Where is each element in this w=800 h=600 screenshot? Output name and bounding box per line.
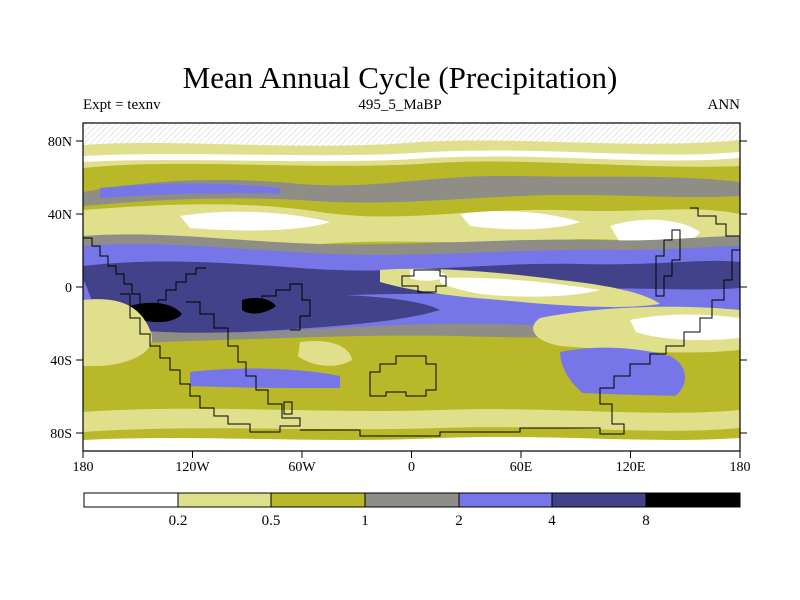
lat-label-40n: 40N <box>48 208 72 223</box>
lon-label-60w: 60W <box>288 460 316 475</box>
continent-australia <box>369 355 437 397</box>
continent-outlines <box>83 207 740 437</box>
lat-label-40s: 40S <box>50 354 72 369</box>
subtropic-north-white-2 <box>460 211 580 230</box>
season-label: ANN <box>707 97 741 113</box>
colorbar-box-2 <box>271 493 365 507</box>
timeslice-label: 495_5_MaBP <box>358 97 442 113</box>
continent-south-america <box>120 293 301 433</box>
colorbar-box-6 <box>646 493 740 507</box>
lat-ticks <box>76 140 747 434</box>
colorbar-box-4 <box>459 493 552 507</box>
continent-south-america-east <box>250 283 311 331</box>
se-indian-white <box>630 314 740 340</box>
colorbar-label-0: 0.2 <box>169 513 188 529</box>
colorbar-label-1: 0.5 <box>262 513 281 529</box>
colorbar-label-5: 8 <box>642 513 650 529</box>
colorbar-box-0 <box>84 493 178 507</box>
lon-label-120w: 120W <box>175 460 210 475</box>
southern-blue <box>560 347 685 406</box>
se-pacific-yellow <box>83 299 152 366</box>
lon-label-120e: 120E <box>616 460 646 475</box>
experiment-label: Expt = texnv <box>83 97 161 113</box>
south-atlantic-yellow <box>298 340 352 366</box>
lat-label-eq: 0 <box>65 281 72 296</box>
colorbar: 0.2 0.5 1 2 4 8 <box>83 492 741 529</box>
continent-japan <box>690 207 740 237</box>
colorbar-box-1 <box>178 493 271 507</box>
dry-tongue-white-2 <box>410 269 448 281</box>
continent-new-zealand <box>283 401 293 415</box>
lon-label-180w: 180 <box>73 460 94 475</box>
continent-asia <box>655 229 681 297</box>
lon-label-60e: 60E <box>510 460 533 475</box>
midlat-blue-patch <box>100 183 280 198</box>
lat-label-80n: 80N <box>48 135 72 150</box>
lon-ticks <box>82 451 741 458</box>
antarctic-white <box>83 437 740 451</box>
lon-label-0: 0 <box>408 460 415 475</box>
contour-fields <box>83 123 740 451</box>
itcz-darkblue <box>83 260 740 320</box>
colorbar-label-3: 2 <box>455 513 463 529</box>
colorbar-dividers <box>83 492 741 508</box>
continent-africa <box>401 269 447 293</box>
dry-tongue-white <box>440 277 600 297</box>
midlat-gray-band <box>83 175 740 206</box>
lon-label-180e: 180 <box>730 460 751 475</box>
colorbar-label-4: 4 <box>548 513 556 529</box>
southern-blue-2 <box>190 368 340 388</box>
continent-antarctica <box>300 249 740 437</box>
subtropic-north-white-1 <box>180 211 330 231</box>
arctic-light-band <box>83 150 740 162</box>
colorbar-box-5 <box>552 493 646 507</box>
lat-label-80s: 80S <box>50 427 72 442</box>
continent-north-america <box>83 237 206 313</box>
map-title: Mean Annual Cycle (Precipitation) <box>182 60 618 95</box>
colorbar-box-3 <box>365 493 459 507</box>
antarctic-yellow <box>83 408 740 432</box>
colorbar-label-2: 1 <box>361 513 369 529</box>
spcz-darkblue <box>110 289 440 333</box>
